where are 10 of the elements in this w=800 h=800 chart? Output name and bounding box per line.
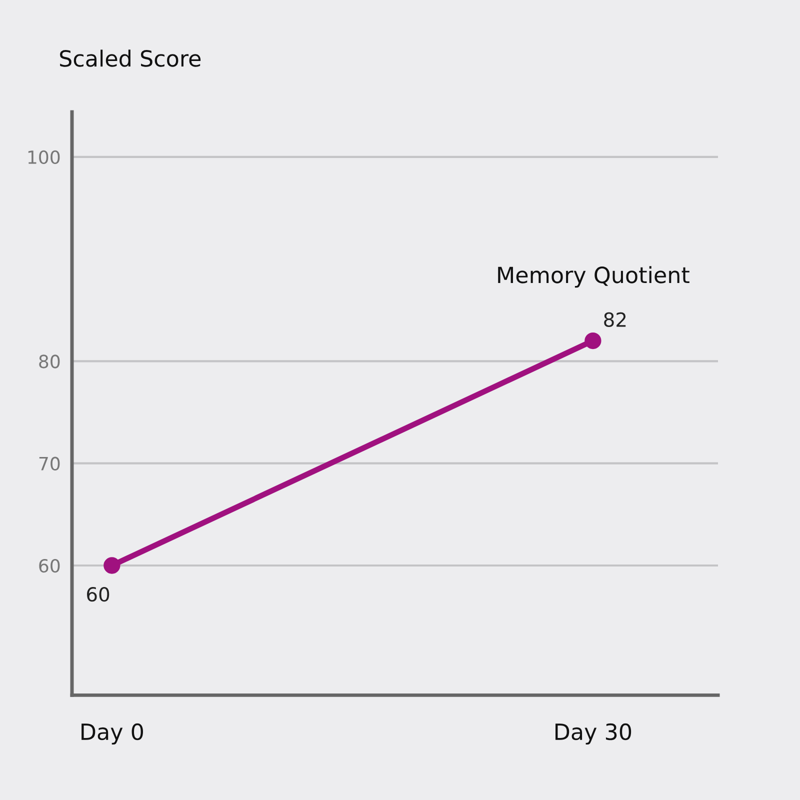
y-tick-label: 100 xyxy=(28,150,60,164)
y-axis-title: Scaled Score xyxy=(60,50,201,67)
x-tick-label: Day 0 xyxy=(82,723,143,744)
x-tick-label: Day 30 xyxy=(556,723,632,744)
data-label: 60 xyxy=(87,586,110,602)
text: Memory Quotient xyxy=(498,266,690,288)
y-tick-label: 60 xyxy=(39,558,60,573)
data-label: 82 xyxy=(604,312,626,327)
y-tick-label: 80 xyxy=(39,354,60,368)
y-tick-label: 70 xyxy=(39,456,60,470)
